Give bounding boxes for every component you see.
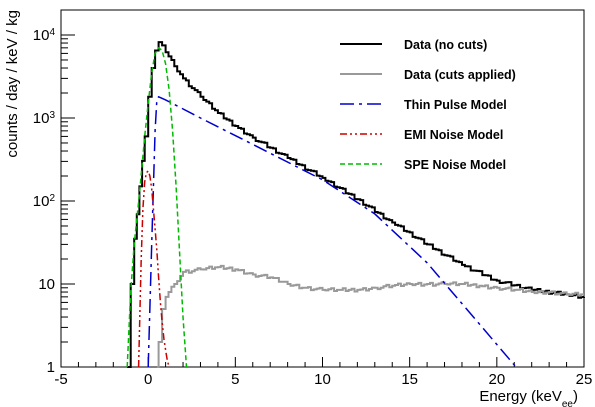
series-line-3 (147, 95, 517, 368)
tick-marks (60, 9, 585, 368)
series-line-2 (156, 264, 584, 368)
legend-label-3: Thin Pulse Model (404, 98, 507, 112)
x-tick-label: 20 (488, 371, 505, 388)
x-axis-title-main: Energy (keV (479, 388, 562, 405)
series-line-1 (127, 41, 585, 368)
x-tick-label: 10 (314, 371, 331, 388)
legend-label-4: EMI Noise Model (404, 128, 503, 142)
y-tick-label: 1 (47, 359, 55, 376)
y-tick-label: 104 (33, 26, 56, 44)
x-tick-label: 5 (231, 371, 239, 388)
y-tick-label: 103 (33, 109, 56, 127)
series-line-4 (137, 169, 170, 368)
tick-labels: -5 0 5 10 15 20 25 1 10 102 103 104 (33, 26, 593, 388)
x-axis-title-close: ) (573, 388, 578, 405)
series-layer (126, 41, 585, 368)
plot-frame (60, 9, 585, 368)
x-axis-title: Energy (keVee) (479, 388, 578, 407)
y-tick-label: 102 (33, 192, 56, 210)
series-line-5 (126, 46, 188, 368)
legend-label-2: Data (cuts applied) (404, 68, 516, 82)
legend-label-1: Data (no cuts) (404, 38, 487, 52)
x-tick-label: 0 (144, 371, 152, 388)
y-axis-title: counts / day / keV / kg (4, 10, 21, 158)
y-tick-label: 10 (38, 276, 55, 293)
x-tick-label: 25 (576, 371, 593, 388)
legend: Data (no cuts) Data (cuts applied) Thin Pu… (340, 38, 516, 172)
x-axis-title-subscript: ee (562, 399, 574, 407)
x-tick-label: 15 (401, 371, 418, 388)
legend-label-5: SPE Noise Model (404, 158, 506, 172)
x-tick-label: -5 (54, 371, 67, 388)
